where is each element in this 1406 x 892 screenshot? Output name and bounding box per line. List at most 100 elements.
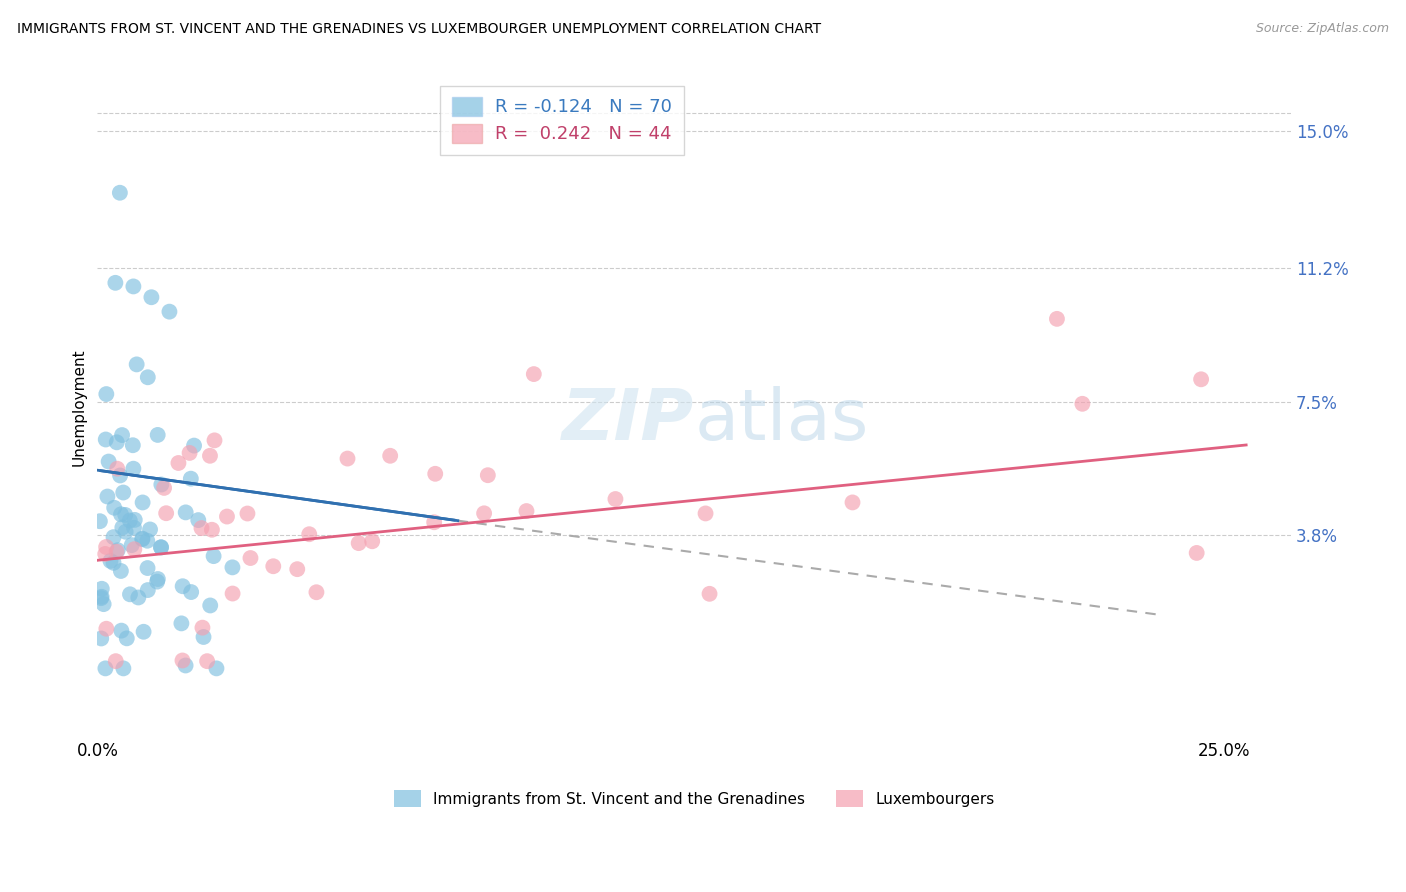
Point [131, 495, 153, 509]
Point [104, 276, 127, 290]
Point [150, 541, 173, 555]
Point [97, 454, 120, 468]
Point [136, 533, 159, 548]
Point [515, 504, 537, 518]
Point [347, 536, 370, 550]
Point [236, 507, 259, 521]
Point [108, 186, 131, 200]
Point [96, 622, 118, 636]
Point [205, 661, 228, 675]
Point [425, 467, 447, 481]
Point [1189, 372, 1212, 386]
Point [200, 599, 222, 613]
Point [114, 524, 136, 539]
Point [380, 449, 402, 463]
Point [124, 513, 146, 527]
Point [183, 439, 205, 453]
Point [114, 508, 136, 522]
Point [146, 574, 169, 589]
Point [221, 586, 243, 600]
Point [172, 579, 194, 593]
Point [180, 472, 202, 486]
Point [180, 585, 202, 599]
Point [472, 506, 495, 520]
Point [695, 507, 717, 521]
Point [121, 438, 143, 452]
Point [127, 591, 149, 605]
Point [193, 630, 215, 644]
Point [94, 433, 117, 447]
Point [110, 508, 132, 522]
Point [136, 583, 159, 598]
Point [94, 661, 117, 675]
Point [146, 428, 169, 442]
Point [122, 279, 145, 293]
Point [198, 449, 221, 463]
Point [361, 534, 384, 549]
Point [103, 500, 125, 515]
Point [93, 597, 115, 611]
Point [105, 435, 128, 450]
Point [155, 506, 177, 520]
Point [202, 549, 225, 563]
Point [150, 477, 173, 491]
Point [477, 468, 499, 483]
Point [174, 505, 197, 519]
Point [170, 616, 193, 631]
Point [239, 551, 262, 566]
Point [153, 481, 176, 495]
Point [112, 485, 135, 500]
Point [146, 572, 169, 586]
Point [111, 428, 134, 442]
Point [191, 621, 214, 635]
Point [298, 527, 321, 541]
Point [100, 554, 122, 568]
Point [108, 468, 131, 483]
Point [96, 490, 118, 504]
Legend: Immigrants from St. Vincent and the Grenadines, Luxembourgers: Immigrants from St. Vincent and the Gren… [388, 784, 1001, 813]
Text: atlas: atlas [695, 386, 869, 455]
Point [699, 587, 721, 601]
Point [204, 434, 226, 448]
Point [1046, 311, 1069, 326]
Point [1071, 397, 1094, 411]
Point [105, 461, 128, 475]
Point [107, 543, 129, 558]
Point [136, 370, 159, 384]
Point [110, 564, 132, 578]
Point [125, 358, 148, 372]
Point [605, 491, 627, 506]
Point [523, 367, 546, 381]
Point [423, 515, 446, 529]
Point [122, 461, 145, 475]
Point [1185, 546, 1208, 560]
Point [115, 632, 138, 646]
Point [841, 495, 863, 509]
Point [90, 590, 112, 604]
Point [141, 290, 163, 304]
Point [104, 654, 127, 668]
Point [103, 556, 125, 570]
Point [179, 446, 201, 460]
Point [131, 532, 153, 546]
Point [110, 624, 132, 638]
Point [150, 541, 173, 555]
Point [174, 658, 197, 673]
Point [336, 451, 359, 466]
Text: IMMIGRANTS FROM ST. VINCENT AND THE GRENADINES VS LUXEMBOURGER UNEMPLOYMENT CORR: IMMIGRANTS FROM ST. VINCENT AND THE GREN… [17, 22, 821, 37]
Point [118, 514, 141, 528]
Point [159, 304, 181, 318]
Point [285, 562, 308, 576]
Y-axis label: Unemployment: Unemployment [72, 348, 86, 466]
Point [195, 654, 218, 668]
Point [172, 653, 194, 667]
Point [121, 538, 143, 552]
Point [105, 544, 128, 558]
Point [132, 624, 155, 639]
Point [215, 509, 238, 524]
Point [187, 513, 209, 527]
Point [103, 530, 125, 544]
Point [124, 542, 146, 557]
Point [131, 532, 153, 546]
Point [89, 514, 111, 528]
